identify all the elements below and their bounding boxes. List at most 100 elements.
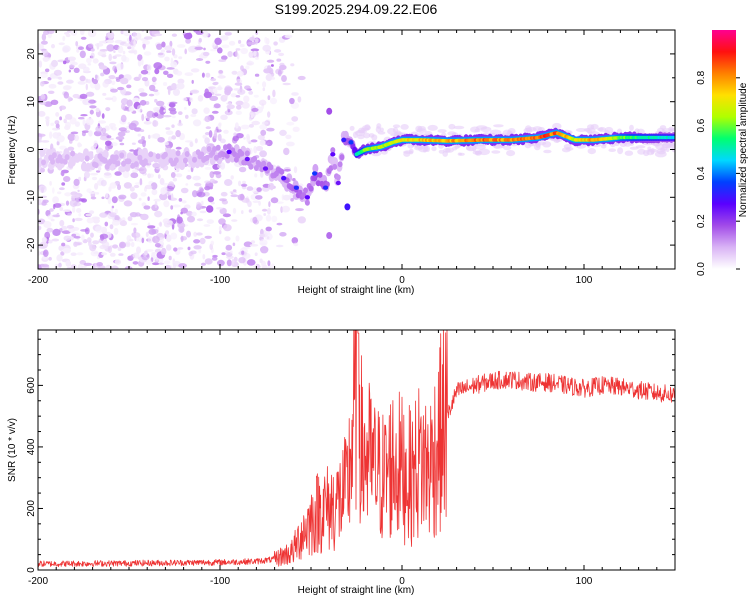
spectrogram-noise-blob [119,241,126,249]
spectrogram-noise-blob [41,140,50,143]
spectrogram-noise-blob [67,133,76,141]
spectrogram-noise-blob [221,252,226,256]
spectrogram-noise-blob [114,215,120,221]
spectrogram-noise-blob [265,38,270,45]
spectrogram-noise-blob [109,224,114,230]
spectrogram-noise-blob [49,208,54,212]
spectrogram-noise-blob [143,120,152,125]
spectrogram-noise-blob [41,237,48,243]
spectrogram-noise-blob [177,247,184,250]
spectrogram-noise-blob [297,216,306,224]
spectrogram-noise-blob [171,135,177,140]
spectrogram-noise-blob [105,107,111,112]
spectrogram-noise-blob [454,145,459,149]
spectrogram-noise-blob [71,61,78,66]
spectrogram-noise-blob [201,200,204,206]
spectrogram-noise-blob [194,182,202,187]
spectrogram-noise-blob [246,62,253,66]
spectrogram-noise-blob [254,73,260,77]
spectrogram-noise-blob [132,169,139,173]
spectrogram-noise-blob [114,171,122,176]
spectrogram-noise-blob [94,82,101,91]
spectrogram-noise-blob [131,232,141,239]
spectrogram-y-axis: -20 -10 0 10 20 [26,29,675,270]
spectrogram-noise-blob [204,180,211,184]
spectrogram-noise-blob [40,264,50,268]
spectrogram-noise-blob [209,95,219,101]
spectrogram-noise-blob [69,64,75,69]
spectrogram-noise-blob [143,51,152,56]
spectrogram-noise-blob [163,82,168,86]
y-tick-label: 0 [26,146,37,152]
spectrogram-noise-blob [89,244,97,252]
spectrogram-noise-blob [154,200,158,209]
snr-frame [37,329,676,571]
spectrogram-signal-mark [142,158,148,165]
spectrogram-noise-blob [232,207,237,214]
spectrogram-noise-blob [108,123,116,128]
spectrogram-noise-blob [239,43,245,48]
spectrogram-noise-blob [275,201,284,204]
spectrogram-noise-blob [210,78,217,82]
spectrogram-noise-blob [267,95,271,101]
spectrogram-noise-blob [57,191,62,195]
spectrogram-noise-blob [163,109,166,113]
spectrogram-noise-blob [199,188,204,193]
spectrogram-signal-mark [215,144,221,151]
spectrogram-noise-blob [110,142,118,147]
spectrogram-noise-blob [38,60,43,68]
spectrogram-noise-blob [222,213,231,218]
spectrogram-noise-blob [45,119,50,123]
spectrogram-signal-mark [184,151,190,157]
spectrogram-noise-blob [111,265,119,269]
spectrogram-noise-blob [128,50,136,54]
spectrogram-noise-blob [278,52,285,57]
spectrogram-noise-blob [93,251,99,255]
spectrogram-noise-blob [265,73,273,82]
spectrogram-noise-blob [164,264,172,269]
spectrogram-noise-blob [250,112,254,119]
spectrogram-noise-blob [418,145,429,153]
spectrogram-noise-blob [144,250,148,256]
spectrogram-noise-blob [87,43,94,48]
spectrogram-noise-blob [130,222,139,226]
spectrogram-noise-blob [211,201,215,205]
spectrogram-noise-blob [207,196,215,203]
spectrogram-noise-blob [59,187,65,191]
spectrogram-noise-blob [162,218,170,225]
spectrogram-noise-blob [119,220,127,227]
snr-panel: -200 -100 0 100 0 200 400 600 Height of straig… [7,329,676,596]
spectrogram-noise-blob [271,215,278,223]
spectrogram-noise-blob [53,203,62,208]
spectrogram-noise-blob [51,44,55,49]
spectrogram-noise-blob [255,145,264,152]
spectrogram-noise-blob [235,235,240,242]
spectrogram-noise-blob [130,120,139,127]
spectrogram-noise-blob [126,84,132,89]
spectrogram-noise-blob [180,187,189,194]
spectrogram-noise-blob [139,92,148,97]
spectrogram-noise-blob [61,225,68,231]
spectrogram-noise-blob [117,86,125,91]
spectrogram-signal-mark [326,107,333,115]
spectrogram-signal-mark [182,157,188,164]
spectrogram-noise-blob [50,122,55,127]
spectrogram-noise-blob [224,236,231,242]
spectrogram-noise-blob [154,33,163,37]
spectrogram-noise-blob [235,48,241,51]
spectrogram-noise-blob [276,58,282,62]
spectrogram-noise-blob [259,258,263,264]
spectrogram-noise-blob [102,241,110,249]
spectrogram-noise-blob [668,126,674,133]
spectrogram-noise-blob [103,172,113,179]
spectrogram-noise-blob [182,97,188,102]
spectrogram-noise-blob [48,239,53,244]
spectrogram-noise-blob [42,57,49,62]
spectrogram-noise-blob [99,49,109,52]
spectrogram-noise-blob [196,218,204,222]
spectrogram-noise-blob [54,263,59,269]
spectrogram-noise-blob [217,75,226,79]
spectrogram-noise-blob [259,150,267,158]
spectrogram-noise-blob [246,133,250,140]
spectrogram-noise-blob [552,122,562,130]
